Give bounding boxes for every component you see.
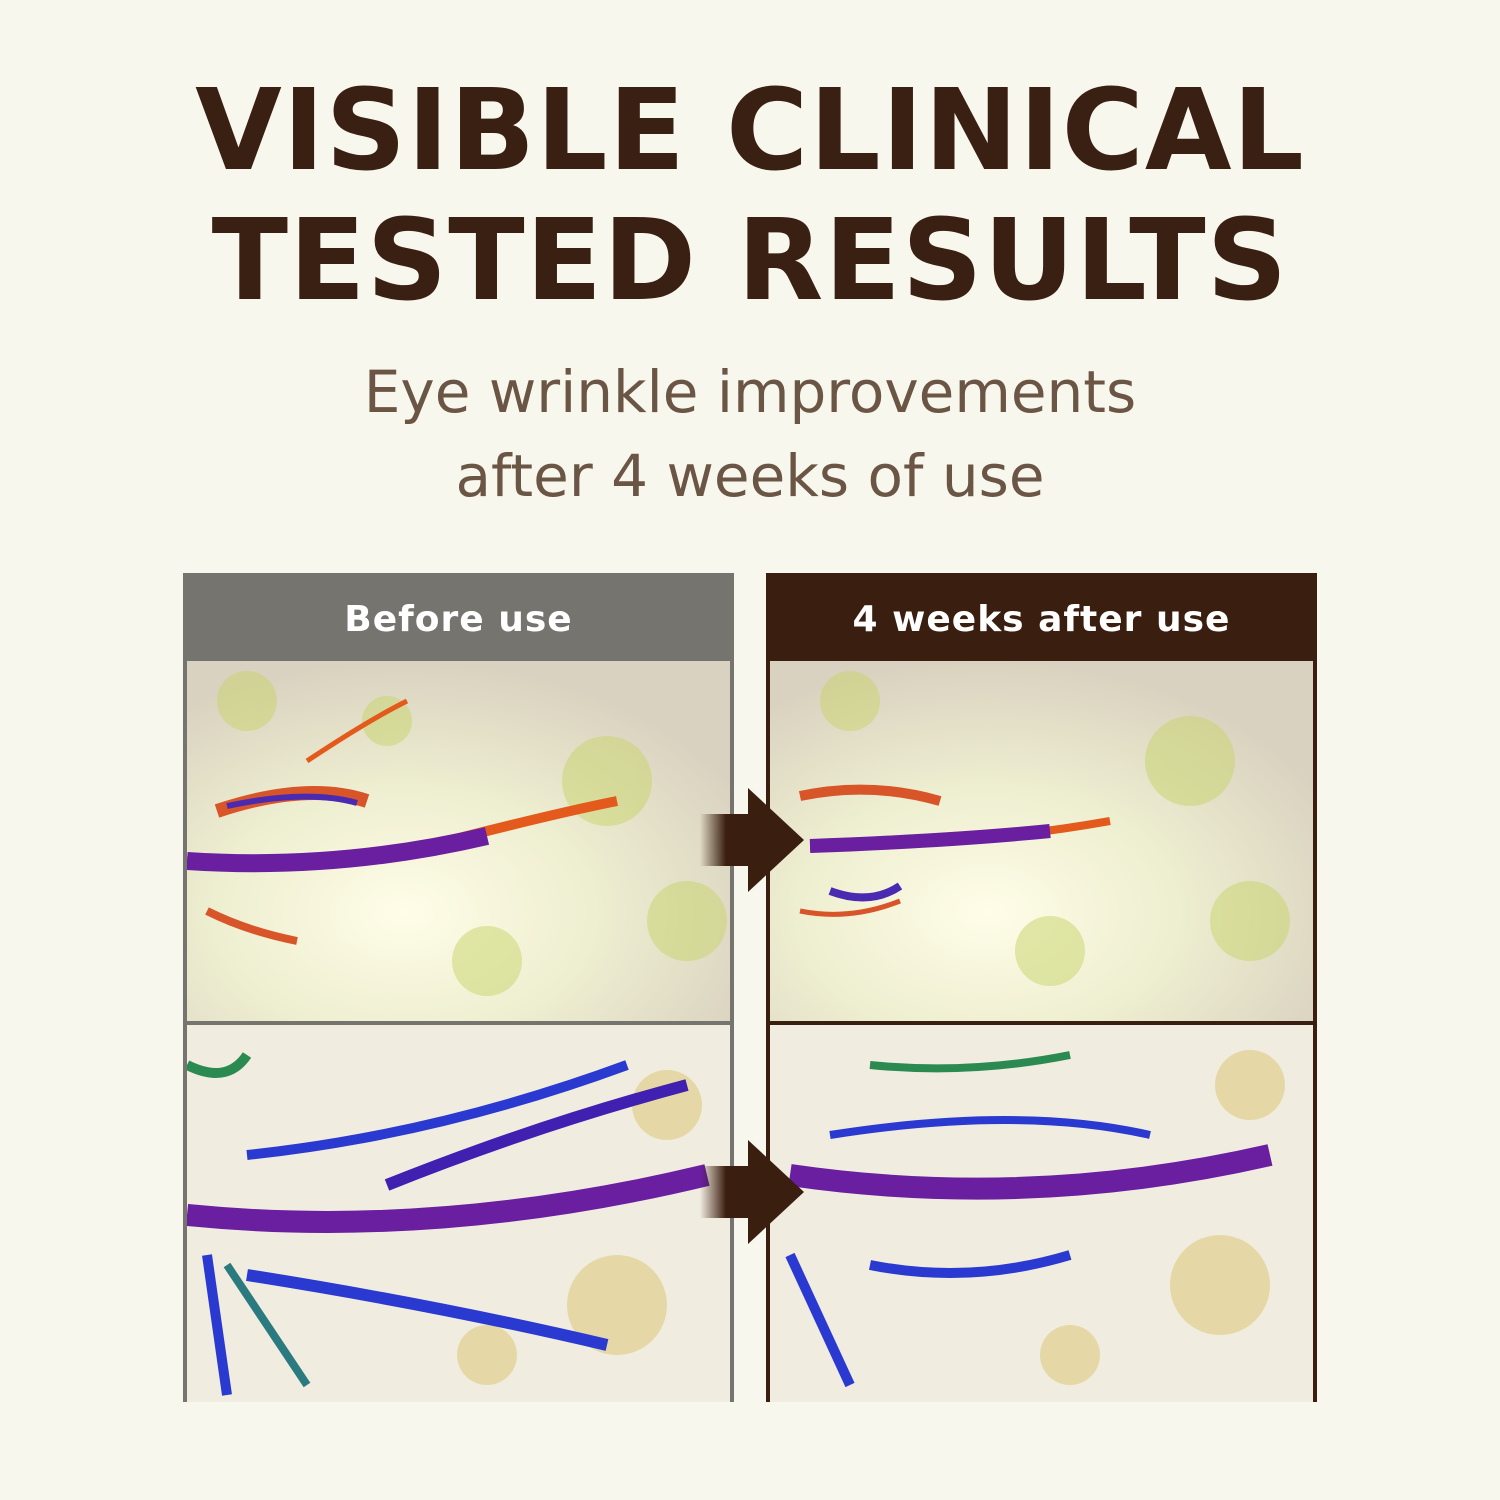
arrow-right-icon [700,788,804,892]
before-lower-eye-image [187,1025,730,1402]
before-upper-eye-image [187,661,730,1025]
arrow-right-icon [700,1140,804,1244]
before-label: Before use [187,577,730,661]
after-panel: 4 weeks after use [766,573,1317,1402]
heading-line-2: TESTED RESULTS [211,196,1289,326]
subheading-line-1: Eye wrinkle improvements [363,358,1137,426]
after-upper-eye-image [770,661,1313,1025]
heading-line-1: VISIBLE CLINICAL [195,66,1305,196]
after-lower-eye-image [770,1025,1313,1402]
before-panel: Before use [183,573,734,1402]
after-label: 4 weeks after use [770,577,1313,661]
subheading-line-2: after 4 weeks of use [455,442,1045,510]
